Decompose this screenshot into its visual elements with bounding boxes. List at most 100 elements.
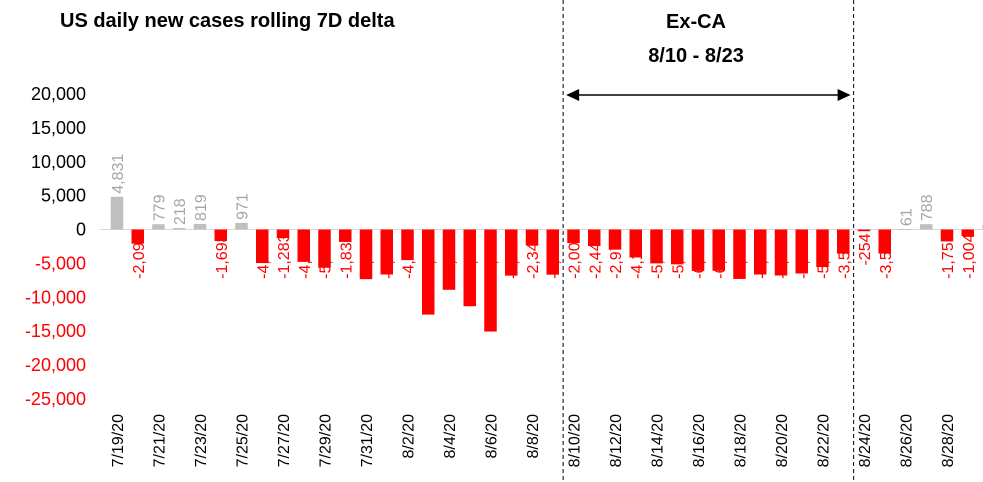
- bar: [484, 229, 497, 332]
- data-label: -6,788: [774, 233, 791, 278]
- data-label: -6,640: [380, 233, 397, 278]
- data-label: -4,953: [255, 233, 272, 278]
- bar: [256, 229, 269, 264]
- bar: [214, 229, 227, 242]
- bar: [588, 229, 601, 247]
- bar: [339, 229, 352, 242]
- bar: [899, 229, 912, 230]
- x-tick-label: 8/12/20: [608, 414, 625, 467]
- data-label: -1,839: [338, 233, 355, 278]
- annotation-arrow-right: [837, 89, 851, 101]
- bar: [297, 229, 310, 262]
- data-label: -4,524: [401, 233, 418, 278]
- chart-title: US daily new cases rolling 7D delta: [60, 10, 395, 32]
- bar: [608, 229, 622, 250]
- data-label: -6,108: [691, 233, 708, 278]
- x-tick-label: 8/20/20: [774, 414, 791, 467]
- x-tick-label: 8/2/20: [401, 414, 418, 459]
- bar: [795, 229, 808, 274]
- bar: [463, 229, 476, 307]
- x-tick-label: 7/19/20: [110, 414, 127, 467]
- y-tick-label: 15,000: [31, 118, 86, 138]
- bar: [878, 229, 891, 254]
- bar: [110, 196, 124, 230]
- data-label: 788: [919, 194, 936, 221]
- x-tick-label: 7/31/20: [359, 414, 376, 467]
- y-tick-label: 0: [76, 220, 86, 240]
- bar: [193, 223, 207, 230]
- bar: [857, 229, 871, 232]
- y-tick-label: -15,000: [25, 321, 86, 341]
- data-label: -2,974: [608, 233, 625, 278]
- data-label: -5,648: [318, 233, 335, 278]
- bar: [152, 224, 165, 230]
- y-tick-label: -10,000: [25, 287, 86, 307]
- bar: [131, 229, 144, 244]
- data-label: 690: [982, 195, 983, 222]
- bar: [671, 229, 684, 265]
- bar: [525, 229, 539, 246]
- bar: [837, 229, 850, 254]
- x-tick-label: 8/8/20: [525, 414, 542, 459]
- data-label: 4,831: [110, 154, 127, 194]
- data-label: -4,129: [629, 233, 646, 278]
- bar: [733, 229, 746, 279]
- data-label: -1,004: [961, 233, 978, 278]
- annotation-range-label: 8/10 - 8/23: [648, 45, 744, 67]
- annotation: [562, 0, 855, 482]
- bar: [920, 224, 933, 230]
- x-tick-label: 8/22/20: [816, 414, 833, 467]
- bar: [712, 229, 725, 271]
- annotation-arrow-left: [566, 89, 580, 101]
- bar: [318, 229, 331, 268]
- y-tick-label: 5,000: [41, 186, 86, 206]
- bar: [276, 229, 290, 239]
- bar: [940, 229, 954, 242]
- data-label: -2,094: [131, 233, 148, 278]
- data-label: 819: [193, 194, 210, 221]
- data-label: -7,296: [733, 233, 750, 278]
- bar: [235, 222, 248, 230]
- x-tick-label: 7/21/20: [152, 414, 169, 467]
- data-label: -11,327: [463, 233, 480, 286]
- x-axis: 7/19/20 7/21/20 7/23/20 7/25/20 7/27/20 7/29/…: [110, 414, 983, 467]
- data-label: -4,780: [297, 233, 314, 278]
- data-label: -5,003: [650, 233, 667, 278]
- x-tick-label: 7/23/20: [193, 414, 210, 467]
- data-label: -6,087: [712, 233, 729, 278]
- x-tick-label: 8/18/20: [733, 414, 750, 467]
- data-label: -6,493: [795, 233, 812, 278]
- data-label: -6,669: [546, 233, 563, 278]
- y-tick-label: -20,000: [25, 355, 86, 375]
- data-label: -5,540: [816, 233, 833, 278]
- x-tick-label: 8/4/20: [442, 414, 459, 459]
- bar: [422, 229, 435, 315]
- x-tick-label: 8/24/20: [857, 414, 874, 467]
- data-label: -1,755: [940, 233, 957, 278]
- data-label: -5,145: [670, 233, 687, 278]
- bars: [110, 196, 983, 332]
- bar: [650, 229, 663, 264]
- y-tick-label: -5,000: [35, 253, 86, 273]
- data-label: -8,900: [442, 233, 459, 278]
- bar: [173, 228, 186, 230]
- data-label: -6,812: [504, 233, 521, 278]
- data-label: 779: [152, 194, 169, 221]
- x-tick-label: 7/29/20: [318, 414, 335, 467]
- bar: [567, 229, 580, 244]
- x-tick-label: 7/25/20: [235, 414, 252, 467]
- x-tick-label: 7/27/20: [276, 414, 293, 467]
- x-tick-label: 8/16/20: [691, 414, 708, 467]
- bar: [442, 229, 456, 290]
- data-label: -12,558: [421, 233, 438, 287]
- data-label: -7,332: [359, 233, 376, 278]
- bar: [380, 229, 393, 275]
- bar: [629, 229, 642, 258]
- data-label: -1,283: [276, 233, 293, 278]
- annotation-title: Ex-CA: [666, 11, 726, 33]
- data-label: -1,698: [214, 233, 231, 278]
- data-label: -2,006: [567, 233, 584, 278]
- bar: [754, 229, 767, 275]
